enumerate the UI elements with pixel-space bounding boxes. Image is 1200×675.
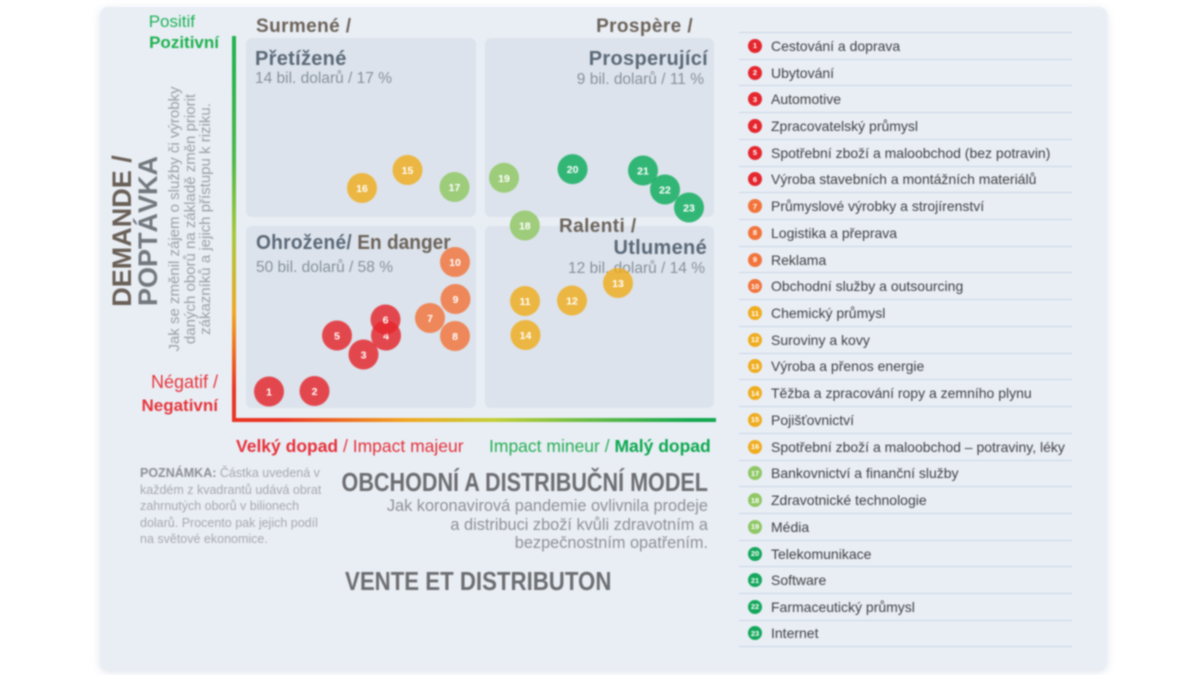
svg-text:7: 7 [427, 313, 433, 325]
svg-text:19: 19 [498, 173, 510, 185]
svg-text:8: 8 [452, 331, 458, 343]
svg-text:18: 18 [519, 221, 531, 233]
svg-text:15: 15 [402, 165, 414, 177]
svg-text:20: 20 [567, 164, 579, 176]
svg-text:13: 13 [612, 278, 624, 290]
svg-text:22: 22 [659, 185, 671, 197]
svg-text:11: 11 [519, 296, 530, 308]
svg-text:3: 3 [361, 350, 367, 362]
svg-text:16: 16 [356, 183, 368, 195]
svg-text:4: 4 [383, 331, 389, 343]
svg-text:23: 23 [683, 203, 695, 215]
svg-text:6: 6 [383, 315, 389, 327]
svg-text:2: 2 [312, 386, 318, 398]
svg-text:17: 17 [449, 182, 461, 194]
svg-text:12: 12 [566, 296, 578, 308]
svg-text:21: 21 [637, 166, 649, 178]
svg-text:14: 14 [520, 330, 532, 342]
svg-text:10: 10 [449, 257, 461, 269]
svg-text:9: 9 [453, 294, 459, 306]
svg-text:1: 1 [266, 387, 272, 399]
svg-text:5: 5 [334, 331, 340, 343]
